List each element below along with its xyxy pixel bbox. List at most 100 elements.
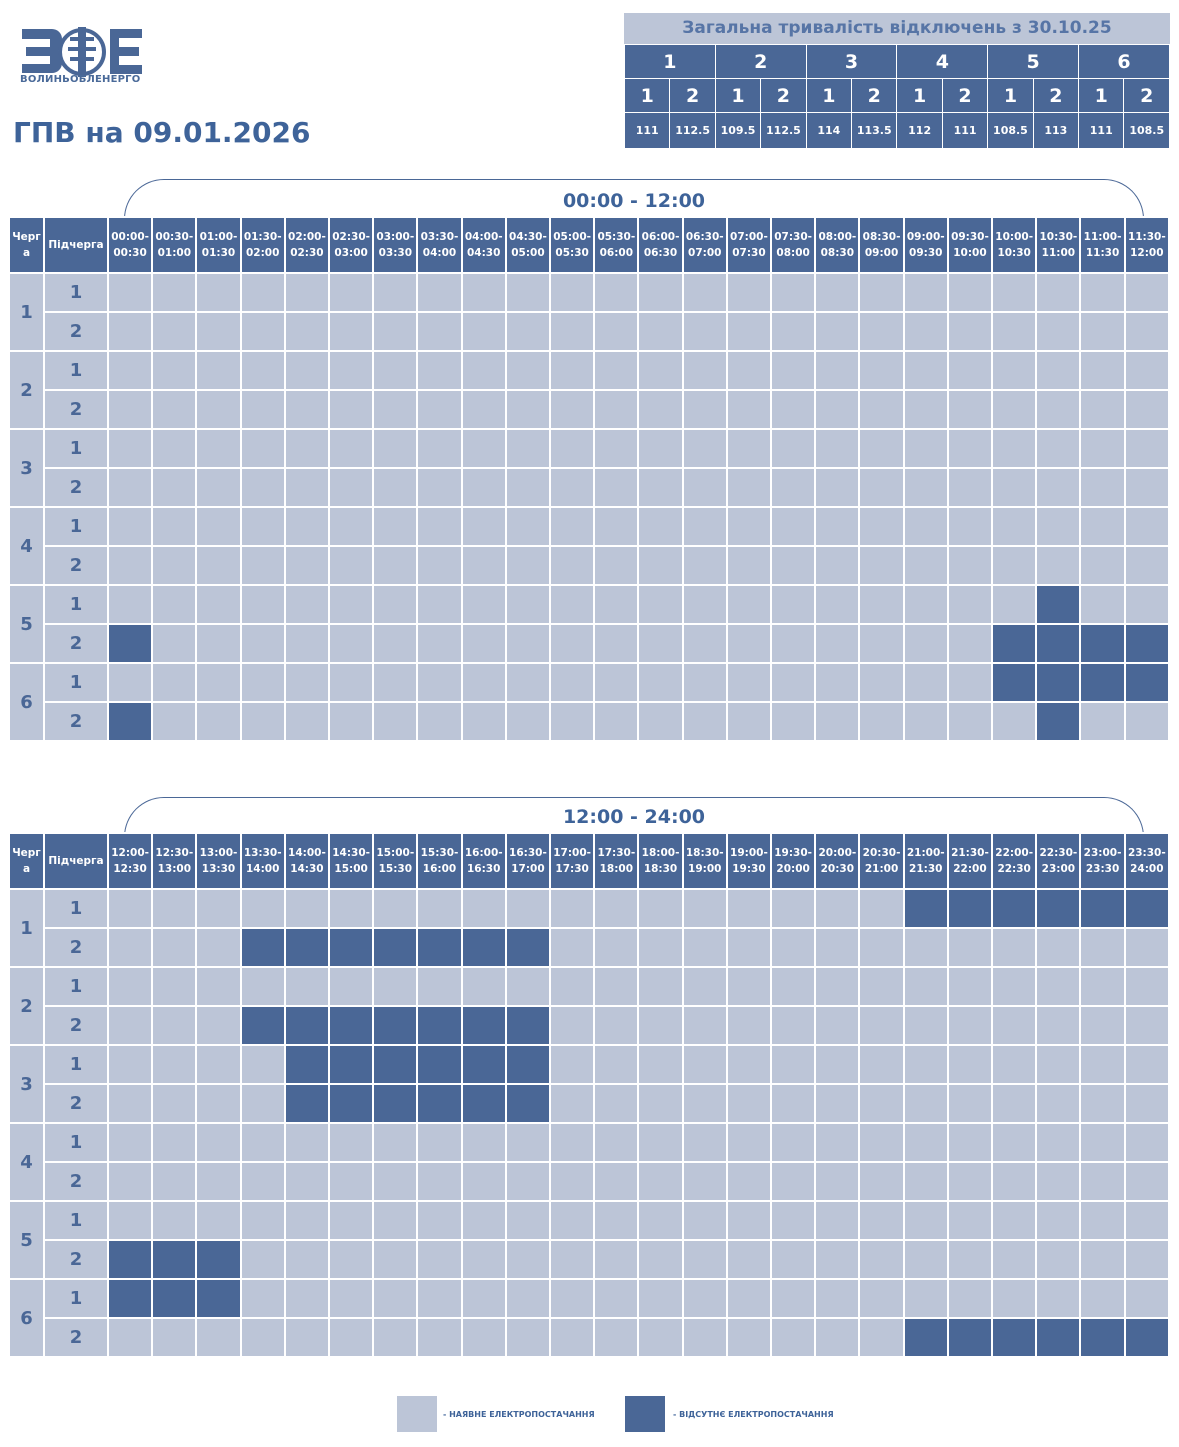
power-cell xyxy=(858,1239,905,1280)
summary-value: 114 xyxy=(805,112,853,149)
subqueue-label: 1 xyxy=(43,1278,109,1319)
power-cell xyxy=(372,545,419,586)
power-cell xyxy=(593,1317,640,1358)
power-cell xyxy=(1123,389,1171,430)
power-cell xyxy=(770,927,817,968)
power-cell xyxy=(858,545,905,586)
power-cell xyxy=(1079,389,1126,430)
power-cell xyxy=(460,506,507,547)
summary-value: 108.5 xyxy=(987,112,1034,149)
power-cell xyxy=(1079,966,1126,1007)
power-cell xyxy=(593,545,640,586)
power-cell xyxy=(814,1278,861,1319)
power-cell xyxy=(637,1122,684,1163)
queue-label: 5 xyxy=(8,584,45,664)
header-row: Черг а Підчерга 00:00- 00:30 00:30- 01:00 01… xyxy=(8,216,1171,274)
time-slot-header: 13:30- 14:00 xyxy=(239,832,286,890)
power-cell xyxy=(549,1122,596,1163)
power-cell xyxy=(593,428,640,469)
power-cell xyxy=(504,389,552,430)
power-cell xyxy=(637,389,684,430)
subqueue-label: 1 xyxy=(43,1122,109,1163)
power-cell xyxy=(328,389,375,430)
table-row: 2 xyxy=(9,701,1171,742)
power-cell xyxy=(814,1161,861,1202)
power-cell xyxy=(1035,1044,1082,1085)
power-cell xyxy=(549,428,596,469)
power-cell xyxy=(1035,467,1082,508)
power-cell xyxy=(593,1161,640,1202)
power-cell xyxy=(858,623,905,664)
time-slot-header: 00:30- 01:00 xyxy=(151,216,198,274)
power-cell xyxy=(195,1005,242,1046)
power-cell xyxy=(195,662,242,703)
power-cell xyxy=(328,1122,375,1163)
schedule-grid-morning: Черг а Підчерга 00:00- 00:30 00:30- 01:00 01… xyxy=(8,216,1171,742)
power-cell xyxy=(549,1044,596,1085)
power-cell xyxy=(328,662,375,703)
power-cell xyxy=(283,545,331,586)
power-cell xyxy=(991,545,1038,586)
table-row: 2 xyxy=(9,1317,1171,1358)
outage-cell xyxy=(1123,662,1171,703)
power-cell xyxy=(858,350,905,391)
outage-cell xyxy=(460,1083,507,1124)
power-cell xyxy=(195,389,242,430)
power-cell xyxy=(858,311,905,352)
power-cell xyxy=(549,966,596,1007)
outage-cell xyxy=(106,701,154,742)
power-cell xyxy=(283,701,331,742)
power-cell xyxy=(416,389,463,430)
power-cell xyxy=(902,311,949,352)
queue-label: 4 xyxy=(8,1122,45,1202)
power-cell xyxy=(593,662,640,703)
power-cell xyxy=(814,311,861,352)
power-cell xyxy=(725,428,773,469)
power-cell xyxy=(195,966,242,1007)
power-cell xyxy=(460,311,507,352)
subqueue-label: 2 xyxy=(43,623,109,664)
power-cell xyxy=(549,506,596,547)
power-cell xyxy=(593,1083,640,1124)
power-cell xyxy=(504,467,552,508)
time-slot-header: 14:30- 15:00 xyxy=(328,832,375,890)
summary-value: 111 xyxy=(1078,112,1125,149)
power-cell xyxy=(195,1317,242,1358)
outage-cell xyxy=(283,1044,331,1085)
power-cell xyxy=(593,1044,640,1085)
power-cell xyxy=(770,623,817,664)
outage-cell xyxy=(372,1083,419,1124)
outage-cell xyxy=(1035,662,1082,703)
queue-label: 1 xyxy=(8,272,45,352)
subqueue-label: 1 xyxy=(43,1200,109,1241)
power-cell xyxy=(593,389,640,430)
power-cell xyxy=(106,1122,154,1163)
power-cell xyxy=(549,927,596,968)
power-cell xyxy=(460,428,507,469)
outage-cell xyxy=(1035,623,1082,664)
power-cell xyxy=(283,506,331,547)
power-cell xyxy=(637,1083,684,1124)
power-cell xyxy=(239,662,286,703)
outage-cell xyxy=(416,927,463,968)
power-cell xyxy=(814,584,861,625)
power-cell xyxy=(814,350,861,391)
power-cell xyxy=(151,545,198,586)
power-cell xyxy=(504,545,552,586)
power-cell xyxy=(1079,1200,1126,1241)
power-cell xyxy=(858,888,905,929)
power-cell xyxy=(372,584,419,625)
outage-cell xyxy=(1123,1317,1171,1358)
power-cell xyxy=(549,1083,596,1124)
power-cell xyxy=(858,701,905,742)
power-cell xyxy=(681,623,728,664)
summary-value: 112.5 xyxy=(760,112,807,149)
power-cell xyxy=(239,1083,286,1124)
summary-value: 109.5 xyxy=(714,112,762,149)
power-cell xyxy=(460,584,507,625)
time-slot-header: 09:30- 10:00 xyxy=(946,216,994,274)
power-cell xyxy=(1079,1044,1126,1085)
power-cell xyxy=(328,701,375,742)
